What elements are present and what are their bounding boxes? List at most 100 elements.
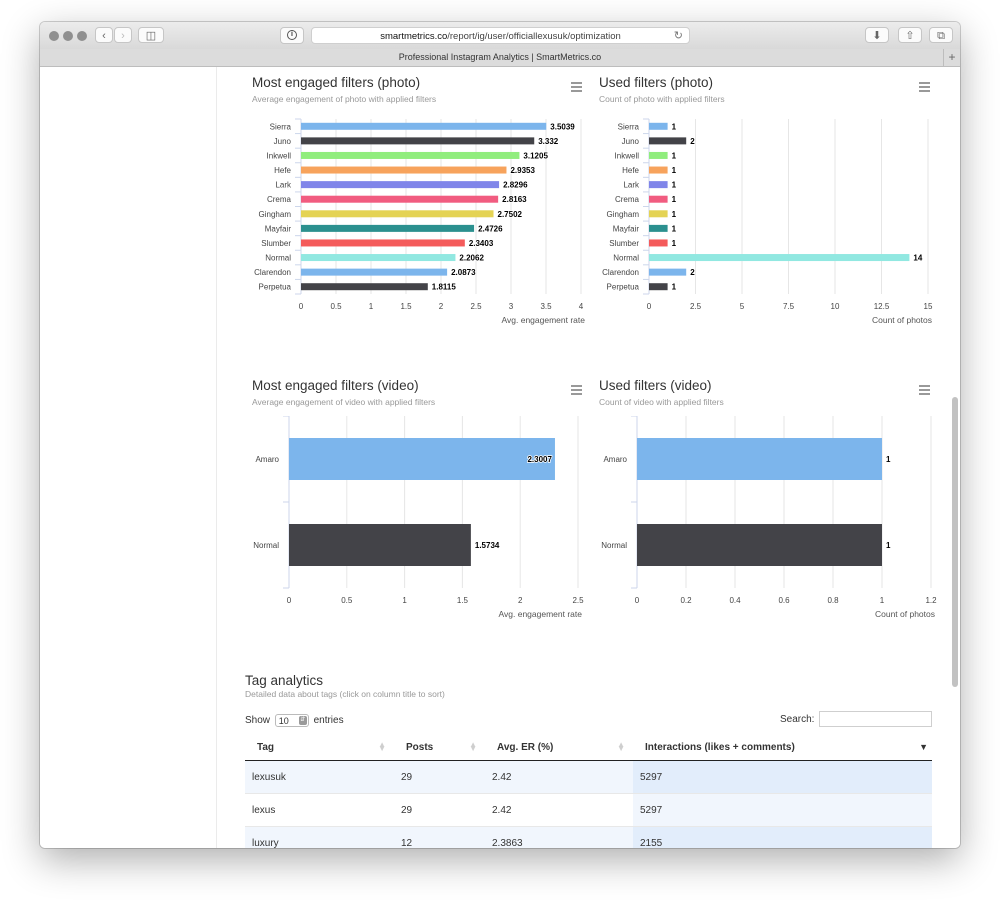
data-label: 2	[690, 268, 695, 277]
column-header-interactions[interactable]: Interactions (likes + comments) ▼	[633, 734, 932, 761]
close-window-button[interactable]	[49, 31, 59, 41]
data-label: 2.8163	[502, 195, 527, 204]
x-tick-label: 5	[740, 302, 745, 311]
select-arrows-icon: ⇵	[298, 716, 307, 725]
category-label: Normal	[613, 254, 639, 263]
column-label: Interactions (likes + comments)	[645, 741, 795, 753]
bar	[301, 254, 456, 262]
data-label: 1	[886, 541, 891, 550]
info-icon: i	[287, 30, 297, 40]
data-label: 2.4726	[478, 224, 503, 233]
data-label: 1	[672, 210, 677, 219]
table-row: lexus 29 2.42 5297	[245, 793, 932, 827]
data-label: 3.332	[538, 137, 559, 146]
data-label: 1	[672, 283, 677, 292]
cell-interactions: 5297	[633, 760, 932, 794]
category-label: Sierra	[270, 122, 292, 131]
chart-menu-icon[interactable]	[919, 82, 930, 94]
reload-icon[interactable]: ↻	[673, 30, 683, 42]
search-input[interactable]	[819, 711, 932, 727]
category-label: Juno	[274, 137, 292, 146]
x-axis-title: Count of photos	[872, 315, 932, 325]
bar	[649, 151, 668, 159]
chart-most-engaged-photo: 0 0.5 1 1.5 2 2.5 3 3.5 4 Sierra 3.5039 Juno 3.332 In…	[254, 118, 586, 325]
x-tick-label: 0.8	[827, 596, 839, 605]
category-label: Perpetua	[259, 283, 292, 292]
x-tick-label: 0	[287, 596, 292, 605]
bar	[301, 195, 499, 203]
bar	[649, 122, 668, 130]
cell-avg-er: 2.3863	[485, 826, 633, 848]
data-label: 2	[690, 137, 695, 146]
x-tick-label: 0.5	[341, 596, 353, 605]
sidebar-toggle-icon[interactable]: ◫	[138, 27, 164, 43]
category-label: Inkwell	[615, 151, 640, 160]
data-label: 3.1205	[523, 151, 548, 160]
tags-table: Tag ▲ ▼ Posts ▲ ▼ Avg. ER (%) ▲ ▼ Interactions…	[245, 734, 932, 848]
chart-most-engaged-video: 0 0.5 1 1.5 2 2.5 Amaro 2.3007 Normal 1.5734 Avg. …	[253, 416, 584, 619]
column-header-tag[interactable]: Tag ▲ ▼	[245, 734, 394, 761]
bar	[649, 195, 668, 203]
category-label: Crema	[615, 195, 640, 204]
back-icon[interactable]: ‹	[95, 27, 113, 43]
x-axis-title: Avg. engagement rate	[502, 315, 586, 325]
zoom-window-button[interactable]	[77, 31, 87, 41]
data-label: 1	[672, 181, 677, 190]
cell-avg-er: 2.42	[485, 793, 633, 827]
category-label: Lark	[275, 181, 292, 190]
column-header-posts[interactable]: Posts ▲ ▼	[394, 734, 485, 761]
data-label: 1	[672, 151, 677, 160]
tabs-overview-icon[interactable]: ⧉	[929, 27, 953, 43]
address-bar[interactable]: smartmetrics.co/report/ig/user/officiall…	[311, 27, 690, 44]
category-label: Amaro	[255, 455, 279, 464]
chart-title: Most engaged filters (video)	[252, 378, 419, 393]
forward-icon[interactable]: ›	[114, 27, 132, 43]
bar	[637, 524, 882, 566]
data-label: 2.0873	[451, 268, 476, 277]
bar	[301, 122, 547, 130]
category-label: Juno	[622, 137, 640, 146]
chart-used-filters-video: 0 0.2 0.4 0.6 0.8 1 1.2 Amaro 1 Normal 1 Count of p…	[601, 416, 937, 619]
show-label: Show	[245, 715, 271, 727]
category-label: Normal	[601, 541, 627, 550]
x-tick-label: 0.2	[680, 596, 692, 605]
chart-menu-icon[interactable]	[571, 385, 582, 397]
category-label: Gingham	[259, 210, 292, 219]
x-tick-label: 0.4	[729, 596, 741, 605]
chart-subtitle: Average engagement of video with applied…	[252, 397, 436, 407]
chart-title: Used filters (video)	[599, 378, 712, 393]
download-icon[interactable]: ⬇	[865, 27, 889, 43]
category-label: Hefe	[622, 166, 639, 175]
bar	[301, 151, 520, 159]
column-header-avg-er[interactable]: Avg. ER (%) ▲ ▼	[485, 734, 633, 761]
data-label: 1	[672, 239, 677, 248]
x-tick-label: 7.5	[783, 302, 795, 311]
chart-menu-icon[interactable]	[919, 385, 930, 397]
category-label: Gingham	[607, 210, 640, 219]
bar	[301, 137, 535, 145]
entries-label: entries	[313, 715, 344, 727]
bar	[289, 438, 555, 480]
x-tick-label: 0	[647, 302, 652, 311]
x-tick-label: 0	[635, 596, 640, 605]
cell-avg-er: 2.42	[485, 760, 633, 794]
tab-active[interactable]: Professional Instagram Analytics | Smart…	[40, 49, 960, 67]
cell-posts: 12	[394, 826, 485, 848]
sort-icon: ▲ ▼	[469, 740, 477, 753]
x-tick-label: 2	[518, 596, 523, 605]
bar	[649, 137, 687, 145]
x-axis-title: Avg. engagement rate	[499, 609, 583, 619]
column-label: Avg. ER (%)	[497, 741, 554, 753]
vertical-scrollbar[interactable]	[952, 397, 958, 687]
data-label: 2.2062	[459, 254, 484, 263]
x-tick-label: 0.5	[330, 302, 342, 311]
cell-tag: lexus	[245, 793, 394, 827]
chart-menu-icon[interactable]	[571, 82, 582, 94]
entries-select[interactable]: 10 ⇵	[274, 714, 309, 727]
minimize-window-button[interactable]	[63, 31, 73, 41]
share-icon[interactable]: ⇧	[898, 27, 922, 43]
x-tick-label: 4	[579, 302, 584, 311]
new-tab-button[interactable]: +	[943, 49, 960, 66]
cell-interactions: 2155	[633, 826, 932, 848]
site-info-button[interactable]: i	[280, 27, 304, 44]
